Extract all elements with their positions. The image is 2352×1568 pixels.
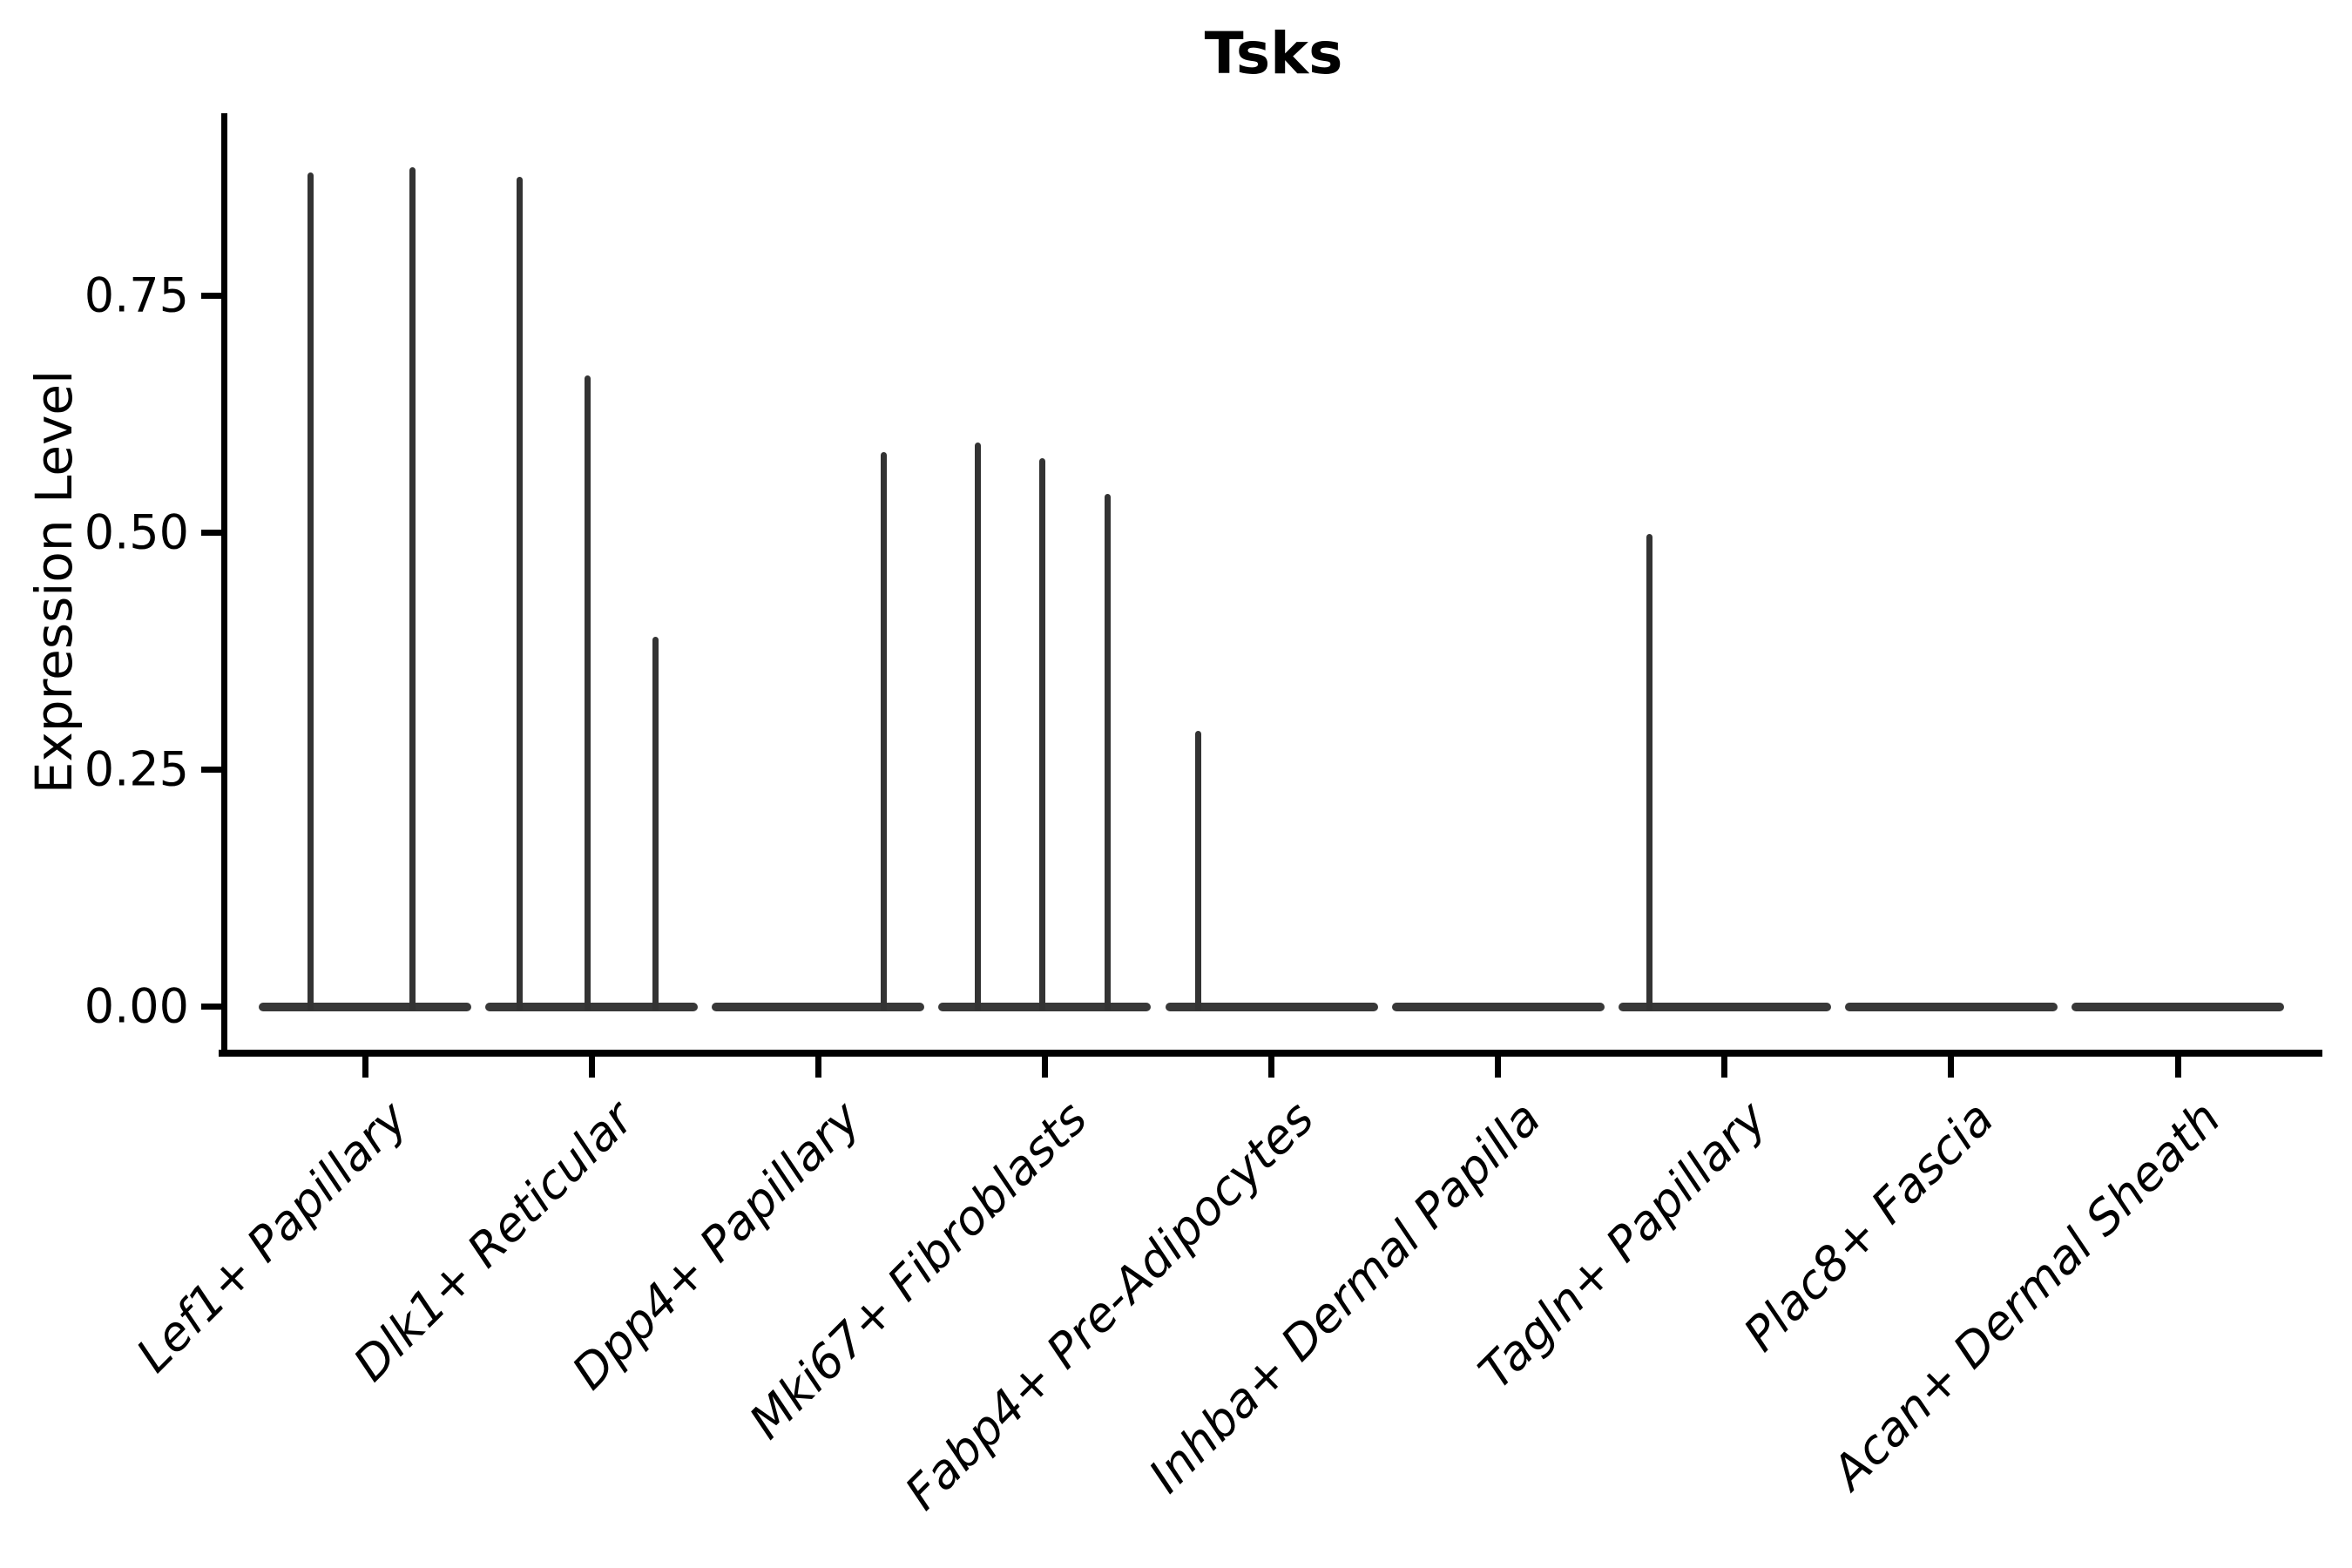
violin-baseline: [1391, 1003, 1605, 1011]
x-tick-mark: [1721, 1053, 1728, 1078]
chart-title: Tsks: [1204, 20, 1343, 87]
violin-baseline: [259, 1003, 471, 1011]
x-tick-mark: [814, 1053, 821, 1078]
y-tick-mark: [201, 1004, 221, 1010]
y-tick-mark: [201, 293, 221, 299]
y-axis-spine: [221, 113, 227, 1056]
violin-baseline: [2072, 1003, 2284, 1011]
violin-spike: [409, 167, 416, 1010]
violin-baseline: [1618, 1003, 1831, 1011]
violin-baseline: [485, 1003, 699, 1011]
violin-baseline: [1165, 1003, 1378, 1011]
y-tick-label: 0.00: [84, 978, 189, 1034]
x-tick-label: Acan+ Dermal Sheath: [1821, 1091, 2231, 1500]
x-tick-mark: [2174, 1053, 2181, 1078]
violin-spike: [516, 177, 523, 1010]
violin-baseline: [1844, 1003, 2058, 1011]
violin-spike: [307, 172, 314, 1010]
x-tick-mark: [588, 1053, 595, 1078]
x-tick-label: Fabp4+ Pre-Adipocytes: [894, 1091, 1325, 1521]
violin-spike: [1195, 731, 1201, 1010]
violin-spike: [1038, 458, 1045, 1010]
y-tick-label: 0.50: [84, 504, 189, 560]
violin-spike: [880, 451, 887, 1010]
y-tick-label: 0.75: [84, 267, 189, 323]
x-tick-mark: [362, 1053, 368, 1078]
y-tick-mark: [201, 530, 221, 536]
y-tick-label: 0.25: [84, 741, 189, 797]
y-axis-label: Expression Level: [24, 369, 84, 794]
x-tick-label: Inhba+ Dermal Papilla: [1138, 1091, 1551, 1504]
x-tick-mark: [1268, 1053, 1274, 1078]
violin-spike: [584, 375, 591, 1010]
x-tick-mark: [1041, 1053, 1048, 1078]
violin-baseline: [712, 1003, 925, 1011]
violin-spike: [1104, 494, 1111, 1010]
y-tick-mark: [201, 767, 221, 773]
violin-spike: [1646, 534, 1653, 1010]
x-tick-mark: [1948, 1053, 1955, 1078]
violin-spike: [652, 636, 659, 1010]
x-tick-mark: [1495, 1053, 1502, 1078]
violin-spike: [974, 442, 981, 1010]
